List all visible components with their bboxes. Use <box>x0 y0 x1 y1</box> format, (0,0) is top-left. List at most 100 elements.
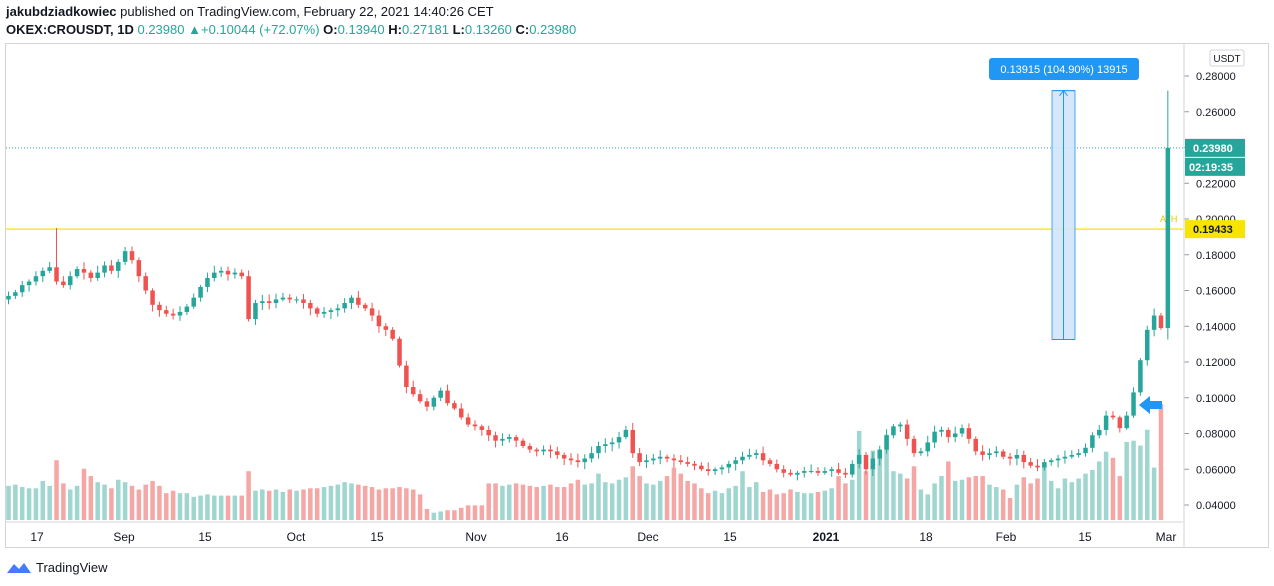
candle[interactable] <box>287 297 293 300</box>
candle[interactable] <box>136 260 142 277</box>
candle[interactable] <box>637 453 642 463</box>
candle[interactable] <box>527 446 533 450</box>
candle[interactable] <box>212 272 217 278</box>
candle[interactable] <box>939 429 944 432</box>
candle[interactable] <box>61 281 66 286</box>
candle[interactable] <box>1103 415 1109 430</box>
candle[interactable] <box>486 429 491 436</box>
candle[interactable] <box>616 437 622 443</box>
candle[interactable] <box>321 311 327 314</box>
candle[interactable] <box>733 460 738 464</box>
chart-pane[interactable] <box>5 43 1269 548</box>
candle[interactable] <box>184 306 190 312</box>
candle[interactable] <box>404 365 409 388</box>
candle[interactable] <box>548 449 553 452</box>
candle[interactable] <box>699 465 704 470</box>
candle[interactable] <box>815 471 821 473</box>
candle[interactable] <box>452 403 457 409</box>
candle[interactable] <box>651 458 656 461</box>
candle[interactable] <box>438 390 443 398</box>
candle[interactable] <box>1048 460 1054 463</box>
candle[interactable] <box>603 444 608 447</box>
tradingview-brand[interactable]: TradingView <box>36 560 108 575</box>
candle[interactable] <box>88 272 94 278</box>
candle[interactable] <box>479 426 485 430</box>
candle[interactable] <box>520 440 526 447</box>
candle[interactable] <box>692 463 697 466</box>
candle[interactable] <box>335 308 341 311</box>
candle[interactable] <box>664 456 670 459</box>
candle[interactable] <box>911 438 917 454</box>
candle[interactable] <box>925 442 930 452</box>
candle[interactable] <box>898 424 903 427</box>
candle[interactable] <box>891 426 896 436</box>
candle[interactable] <box>102 265 107 273</box>
candle[interactable] <box>712 469 718 472</box>
candle[interactable] <box>630 429 636 454</box>
candle[interactable] <box>596 446 601 454</box>
candle[interactable] <box>225 270 231 275</box>
candle[interactable] <box>459 408 464 418</box>
candle[interactable] <box>116 261 121 271</box>
candle[interactable] <box>362 304 368 309</box>
candle[interactable] <box>164 310 169 314</box>
candle[interactable] <box>705 469 711 472</box>
candle[interactable] <box>753 453 759 455</box>
candle[interactable] <box>952 433 958 438</box>
candle[interactable] <box>1124 415 1129 429</box>
candle[interactable] <box>232 272 238 275</box>
candle[interactable] <box>349 297 354 304</box>
candle[interactable] <box>308 303 313 309</box>
author-name[interactable]: jakubdziadkowiec <box>6 4 117 19</box>
candle[interactable] <box>40 270 46 277</box>
candle[interactable] <box>1000 451 1006 457</box>
candle[interactable] <box>376 315 382 327</box>
candle[interactable] <box>671 458 677 461</box>
candle[interactable] <box>177 311 183 316</box>
candle[interactable] <box>808 471 814 473</box>
candle[interactable] <box>342 303 347 309</box>
candle[interactable] <box>19 285 25 293</box>
candle[interactable] <box>884 435 889 450</box>
candle[interactable] <box>445 390 450 404</box>
candle[interactable] <box>47 267 52 271</box>
candle[interactable] <box>904 424 910 439</box>
candle[interactable] <box>781 469 786 473</box>
candle[interactable] <box>356 297 361 305</box>
candle[interactable] <box>946 429 951 438</box>
currency-box[interactable] <box>1209 49 1245 67</box>
candle[interactable] <box>1145 329 1150 361</box>
candle[interactable] <box>150 290 155 305</box>
candle[interactable] <box>856 454 862 464</box>
candle[interactable] <box>280 297 286 300</box>
candle[interactable] <box>774 463 780 470</box>
candle[interactable] <box>829 469 834 472</box>
candle[interactable] <box>294 299 299 301</box>
candle[interactable] <box>1035 465 1040 468</box>
candle[interactable] <box>1117 417 1123 429</box>
candle[interactable] <box>1083 447 1088 454</box>
candle[interactable] <box>273 299 279 304</box>
candle[interactable] <box>205 277 210 287</box>
candle[interactable] <box>266 301 272 304</box>
candle[interactable] <box>6 295 11 300</box>
candle[interactable] <box>1007 456 1013 459</box>
candle[interactable] <box>1021 454 1027 463</box>
candle[interactable] <box>726 463 732 468</box>
candle[interactable] <box>390 329 395 339</box>
candle[interactable] <box>1055 458 1061 461</box>
candle[interactable] <box>609 442 615 445</box>
candle[interactable] <box>1110 415 1116 418</box>
candle[interactable] <box>95 272 100 278</box>
candle[interactable] <box>555 451 560 455</box>
candle[interactable] <box>760 453 766 461</box>
candle[interactable] <box>260 301 265 304</box>
candle[interactable] <box>1151 315 1157 330</box>
candle[interactable] <box>417 394 423 402</box>
candle[interactable] <box>472 424 478 427</box>
candle[interactable] <box>1028 462 1033 466</box>
candle[interactable] <box>843 472 848 475</box>
candle[interactable] <box>534 449 539 452</box>
candle[interactable] <box>918 451 924 454</box>
candle[interactable] <box>13 292 18 296</box>
